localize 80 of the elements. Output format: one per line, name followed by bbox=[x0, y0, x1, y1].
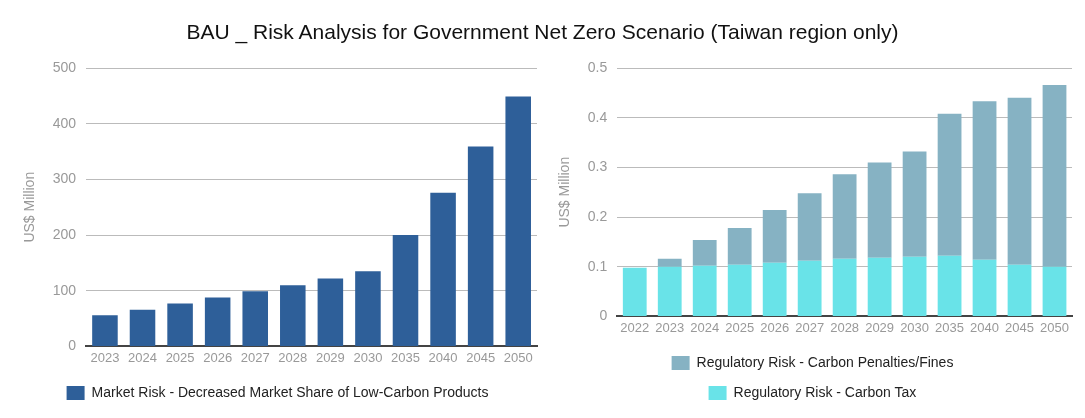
x-tick-label: 2024 bbox=[690, 319, 720, 335]
bar bbox=[832, 174, 857, 259]
y-tick-label: 400 bbox=[52, 114, 77, 131]
bar bbox=[129, 309, 156, 346]
bar bbox=[867, 162, 892, 258]
bar bbox=[167, 303, 193, 346]
x-tick-label: 2050 bbox=[1040, 319, 1069, 335]
y-tick-label: 0.1 bbox=[587, 257, 608, 274]
x-tick-label: 2035 bbox=[391, 349, 420, 365]
bar bbox=[1042, 266, 1067, 316]
x-tick-label: 2027 bbox=[240, 349, 270, 365]
x-tick-label: 2024 bbox=[128, 349, 157, 365]
x-tick-label: 2022 bbox=[620, 319, 650, 335]
bar bbox=[972, 259, 997, 316]
bar bbox=[1007, 97, 1032, 265]
y-tick-label: 0.4 bbox=[587, 108, 608, 125]
x-tick-label: 2045 bbox=[1005, 319, 1034, 335]
bar bbox=[727, 227, 752, 265]
x-tick-label: 2025 bbox=[725, 319, 755, 335]
x-tick-label: 2050 bbox=[503, 349, 533, 365]
bar bbox=[762, 210, 787, 263]
legend-label: Regulatory Risk - Carbon Penalties/Fines bbox=[696, 353, 954, 370]
bar bbox=[937, 113, 962, 256]
y-axis-title: US$ Million bbox=[21, 171, 38, 243]
x-tick-label: 2028 bbox=[278, 349, 308, 365]
bar bbox=[242, 291, 268, 346]
bar bbox=[622, 267, 647, 316]
legend-label: Regulatory Risk - Carbon Tax bbox=[733, 383, 917, 400]
bar bbox=[392, 235, 419, 346]
x-tick-label: 2026 bbox=[760, 319, 790, 335]
x-tick-label: 2030 bbox=[353, 349, 383, 365]
bar bbox=[467, 146, 494, 346]
legend-label: Market Risk - Decreased Market Share of Low-Carbon Products bbox=[91, 383, 489, 400]
bar bbox=[762, 262, 787, 316]
x-tick-label: 2029 bbox=[315, 349, 345, 365]
bar bbox=[317, 278, 344, 346]
bar bbox=[937, 255, 962, 316]
x-tick-label: 2027 bbox=[795, 319, 825, 335]
bar bbox=[204, 297, 231, 346]
bar bbox=[505, 96, 531, 346]
bar bbox=[727, 264, 752, 316]
bar bbox=[1007, 264, 1032, 316]
bar bbox=[692, 239, 717, 266]
y-tick-label: 0.3 bbox=[587, 158, 608, 175]
x-tick-label: 2026 bbox=[203, 349, 233, 365]
bar bbox=[797, 260, 822, 316]
y-tick-label: 0 bbox=[68, 337, 77, 354]
bar bbox=[692, 265, 717, 316]
x-tick-label: 2028 bbox=[830, 319, 860, 335]
bar bbox=[902, 151, 927, 257]
x-tick-label: 2040 bbox=[428, 349, 458, 365]
x-tick-label: 2030 bbox=[900, 319, 930, 335]
bar bbox=[972, 101, 997, 260]
bar bbox=[355, 271, 381, 346]
bar bbox=[902, 256, 927, 316]
y-axis-title: US$ Million bbox=[556, 156, 573, 228]
x-tick-label: 2023 bbox=[90, 349, 120, 365]
bar bbox=[657, 266, 682, 316]
y-tick-label: 0.2 bbox=[587, 207, 608, 224]
y-tick-label: 200 bbox=[52, 225, 77, 242]
bar bbox=[832, 258, 857, 316]
x-tick-label: 2045 bbox=[466, 349, 496, 365]
bar bbox=[867, 257, 892, 316]
bar bbox=[657, 258, 682, 267]
y-tick-label: 300 bbox=[52, 170, 77, 187]
y-tick-label: 100 bbox=[52, 281, 77, 298]
x-tick-label: 2023 bbox=[655, 319, 685, 335]
bar bbox=[1042, 84, 1067, 267]
bar bbox=[430, 192, 456, 346]
bar bbox=[280, 285, 306, 346]
x-tick-label: 2035 bbox=[935, 319, 965, 335]
chart-title: BAU _ Risk Analysis for Government Net Zero Scenario (Taiwan region only) bbox=[185, 19, 900, 46]
x-tick-label: 2025 bbox=[165, 349, 195, 365]
x-tick-label: 2029 bbox=[865, 319, 895, 335]
bar bbox=[92, 315, 118, 346]
y-tick-label: 0.5 bbox=[587, 58, 608, 75]
y-tick-label: 500 bbox=[52, 58, 77, 75]
bar bbox=[797, 193, 822, 261]
x-tick-label: 2040 bbox=[970, 319, 1000, 335]
y-tick-label: 0 bbox=[599, 307, 608, 324]
